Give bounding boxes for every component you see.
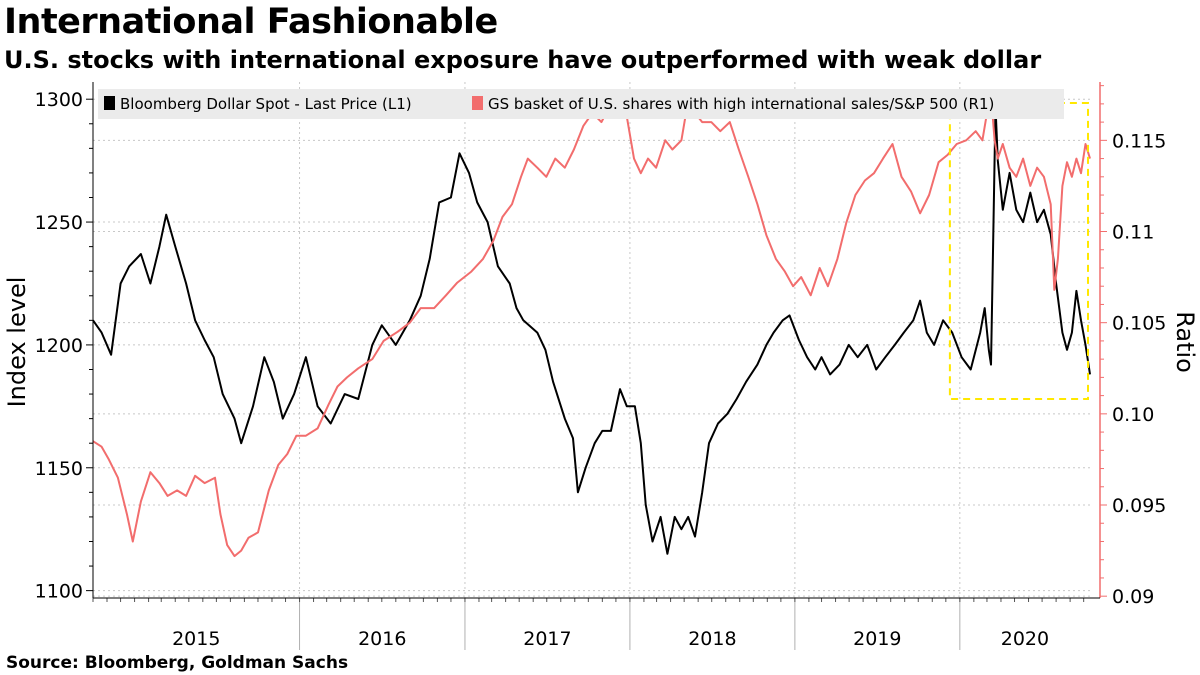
x-tick-label: 2019 — [853, 628, 901, 650]
legend-label-gs-basket: GS basket of U.S. shares with high inter… — [488, 95, 994, 113]
chart-axes: 2015 2016 2017 2018 2019 2020 1100 1150 1200 1250… — [35, 82, 1166, 650]
y-right-tick-label: 0.09 — [1112, 586, 1154, 608]
y-axis-left-label: Index level — [3, 277, 31, 408]
x-tick-label: 2020 — [1001, 628, 1049, 650]
y-right-tick-label: 0.105 — [1112, 313, 1166, 335]
series-line-dollar — [92, 105, 1091, 555]
x-tick-label: 2017 — [523, 628, 571, 650]
chart-subtitle: U.S. stocks with international exposure … — [4, 46, 1042, 74]
y-left-tick-label: 1100 — [35, 581, 83, 603]
highlight-rect — [948, 102, 1090, 400]
y-right-tick-label: 0.095 — [1112, 495, 1166, 517]
y-right-tick-label: 0.11 — [1112, 222, 1154, 244]
legend-swatch-gs-basket — [472, 96, 483, 110]
source-note: Source: Bloomberg, Goldman Sachs — [6, 653, 349, 673]
y-right-tick-label: 0.115 — [1112, 130, 1166, 152]
x-tick-label: 2015 — [172, 628, 220, 650]
y-left-tick-label: 1300 — [35, 89, 83, 111]
chart-title: International Fashionable — [4, 2, 498, 42]
x-tick-label: 2016 — [358, 628, 406, 650]
legend-swatch-dollar — [104, 96, 115, 110]
chart-legend: Bloomberg Dollar Spot - Last Price (L1) G… — [98, 89, 1064, 119]
x-tick-label: 2018 — [688, 628, 736, 650]
y-right-tick-label: 0.10 — [1112, 404, 1154, 426]
gridlines — [93, 82, 1090, 598]
series-lines — [92, 93, 1091, 558]
highlight-box — [948, 102, 1090, 400]
y-left-tick-label: 1150 — [35, 458, 83, 480]
y-axis-right-label: Ratio — [1171, 311, 1199, 373]
y-left-tick-label: 1250 — [35, 212, 83, 234]
legend-background — [98, 89, 1064, 119]
y-left-tick-label: 1200 — [35, 335, 83, 357]
legend-label-dollar: Bloomberg Dollar Spot - Last Price (L1) — [120, 95, 412, 113]
